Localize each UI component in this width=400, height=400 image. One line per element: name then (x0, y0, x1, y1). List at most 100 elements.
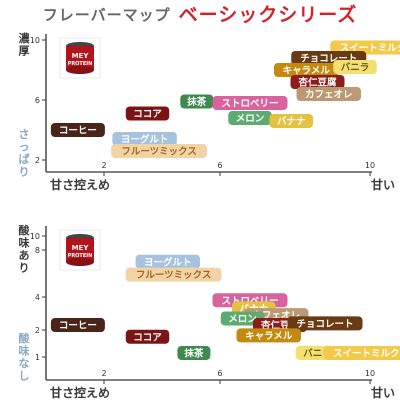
y-tick-label: 2 (35, 156, 40, 165)
flavor-pill-bg (177, 345, 211, 360)
flavor-pill-label: チョコレート (296, 319, 353, 330)
flavor-pill: 抹茶 (177, 345, 211, 360)
product-name-line1: MEY (72, 52, 90, 60)
flavor-pill-label: ココア (133, 332, 162, 343)
flavor-pill-label: スイートミルク (340, 43, 400, 54)
flavor-pill: フルーツミックス (125, 267, 222, 282)
flavor-pill-bg (111, 144, 208, 158)
flavor-pill: ストロベリー (212, 96, 288, 110)
flavor-pill: ヨーグルト (135, 254, 201, 269)
flavor-pill-label: カフェオレ (305, 90, 353, 101)
flavor-pill-bg (228, 111, 272, 125)
y-tick-label: 2 (35, 326, 40, 335)
flavor-pill: バナナ (269, 114, 313, 128)
flavor-pill-label: 抹茶 (184, 347, 204, 359)
flavor-pill-bg (333, 60, 377, 74)
flavor-pill-label: コーヒー (59, 321, 97, 332)
y-axis-low-char: し (19, 370, 30, 383)
flavor-pill: 杏仁豆腐 (290, 75, 345, 89)
product-tub-base (66, 258, 94, 266)
y-axis-high-char: り (19, 262, 30, 275)
y-axis-low-char: 味 (19, 344, 30, 358)
flavor-pill-label: ストロベリー (221, 99, 278, 110)
flavor-pill-bg (269, 114, 313, 128)
x-tick-label: 10 (365, 369, 375, 378)
flavor-pill-bg (290, 75, 345, 89)
flavor-pill: キャラメル (274, 63, 339, 77)
flavor-pill: コーヒー (50, 318, 105, 333)
series-title: ベーシックシリーズ (178, 4, 358, 26)
flavor-pill-label: 抹茶 (187, 96, 207, 108)
product-name-line2: PROTEIN (68, 253, 93, 259)
y-axis-low-char: っ (19, 141, 30, 154)
flavor-pill-label: チョコレート (300, 54, 357, 65)
y-axis-high-char: 厚 (19, 45, 30, 58)
x-tick-label: 10 (365, 161, 375, 170)
y-axis-low-char: ぱ (19, 152, 30, 166)
flavor-pill-label: スイートミルク (333, 348, 400, 359)
x-tick-label: 6 (217, 369, 222, 378)
flavor-pill: メロン (228, 111, 272, 125)
flavor-pill-label: キャラメル (245, 331, 293, 342)
flavor-pill-label: フルーツミックス (121, 147, 197, 158)
flavor-pill: チョコレート (287, 316, 363, 331)
flavor-pill-bg (180, 94, 214, 109)
flavor-pill-label: ヨーグルト (121, 134, 169, 146)
y-tick-label: 1 (35, 353, 40, 362)
product-tub-base (66, 66, 94, 74)
flavor-pill-label: コーヒー (59, 126, 97, 137)
flavor-pill: フルーツミックス (111, 144, 208, 158)
flavor-pill-label: ヨーグルト (144, 256, 192, 268)
flavor-pill-bg (212, 96, 288, 110)
flavor-pill-bg (287, 316, 363, 331)
flavor-pill-label: カフェオレ (252, 311, 300, 322)
y-axis-high-char: 濃 (19, 31, 31, 45)
x-axis-high-label: 甘い (371, 177, 395, 192)
y-tick-label: 4 (35, 293, 40, 302)
flavor-pill-label: ココア (133, 109, 162, 120)
flavor-pill: ココア (125, 106, 170, 121)
flavor-pill-bg (50, 123, 105, 137)
flavor-pill-bg (50, 318, 105, 333)
flavor-pill-label: 杏仁豆腐 (297, 77, 337, 89)
y-axis-low-char: り (19, 166, 30, 179)
flavor-pill-label: ストロベリー (221, 296, 278, 307)
x-axis-low-label: 甘さ控えめ (50, 385, 110, 400)
y-tick-label: 8 (35, 246, 40, 255)
flavor-pill-label: フルーツミックス (136, 270, 212, 281)
flavor-pill: ヨーグルト (112, 132, 177, 146)
flavor-pill: スイートミルク (323, 345, 400, 360)
page-title: フレーバーマップ (42, 6, 171, 24)
flavor-pill: バニラ (333, 60, 377, 74)
flavor-pill-label: バニラ (341, 62, 370, 74)
flavor-pill: カフェオレ (296, 87, 361, 101)
product-name-line2: PROTEIN (68, 61, 93, 67)
x-tick-label: 2 (101, 369, 106, 378)
flavor-pill-bg (125, 106, 170, 121)
y-axis-high-char: あ (19, 249, 30, 262)
flavor-pill: 抹茶 (180, 94, 214, 109)
flavor-pill-bg (125, 267, 222, 282)
flavor-pill-bg (296, 87, 361, 101)
flavor-pill: ココア (125, 329, 170, 344)
flavor-pill-bg (112, 132, 177, 146)
y-axis-low-char: な (19, 357, 30, 370)
y-axis-high-char: 酸 (19, 223, 31, 237)
y-tick-label: 10 (30, 232, 40, 241)
flavor-pill: コーヒー (50, 123, 105, 137)
flavor-pill-label: メロン (236, 114, 265, 125)
y-tick-label: 10 (30, 36, 40, 45)
y-axis-low-char: さ (19, 128, 30, 141)
y-axis-low-char: 酸 (19, 331, 31, 345)
flavor-pill-bg (135, 254, 201, 269)
y-axis-high-char: 味 (19, 236, 30, 250)
flavor-pill: スイートミルク (330, 40, 400, 55)
